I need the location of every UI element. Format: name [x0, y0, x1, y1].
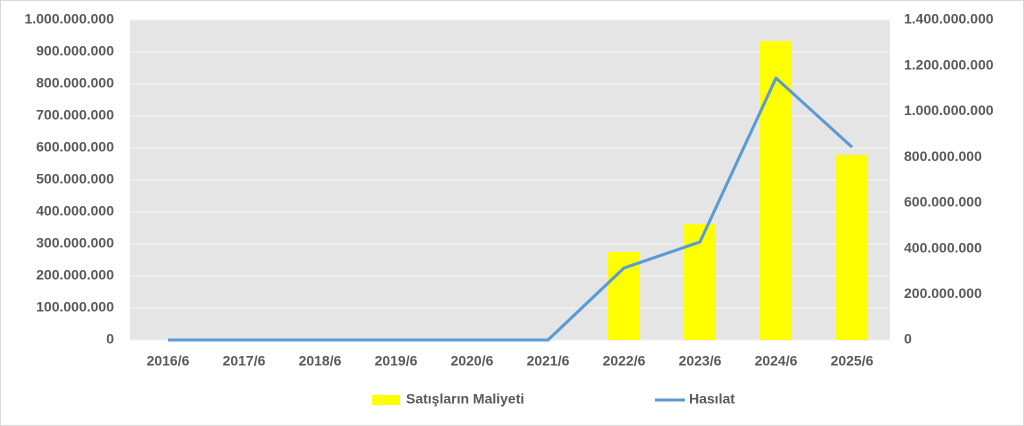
x-tick-label: 2018/6 — [299, 353, 342, 369]
y-tick-label: 0 — [106, 331, 114, 347]
y-tick-label: 400.000.000 — [36, 203, 114, 219]
x-tick-label: 2019/6 — [375, 353, 418, 369]
x-tick-label: 2020/6 — [451, 353, 494, 369]
x-tick-label: 2023/6 — [679, 353, 722, 369]
y2-tick-label: 1.200.000.000 — [904, 56, 994, 72]
legend-swatch — [372, 395, 400, 405]
y2-tick-label: 600.000.000 — [904, 194, 982, 210]
legend-label: Satışların Maliyeti — [406, 391, 524, 407]
x-tick-label: 2017/6 — [223, 353, 266, 369]
bar — [836, 155, 868, 340]
x-tick-label: 2016/6 — [147, 353, 190, 369]
y-tick-label: 500.000.000 — [36, 171, 114, 187]
y-tick-label: 200.000.000 — [36, 267, 114, 283]
y2-tick-label: 1.400.000.000 — [904, 11, 994, 27]
y2-tick-label: 400.000.000 — [904, 239, 982, 255]
y-tick-label: 100.000.000 — [36, 299, 114, 315]
y-tick-label: 900.000.000 — [36, 43, 114, 59]
y2-tick-label: 200.000.000 — [904, 285, 982, 301]
y2-tick-label: 1.000.000.000 — [904, 102, 994, 118]
y-tick-label: 600.000.000 — [36, 139, 114, 155]
x-tick-label: 2022/6 — [603, 353, 646, 369]
line — [168, 76, 854, 342]
y2-tick-label: 800.000.000 — [904, 148, 982, 164]
x-tick-label: 2024/6 — [755, 353, 798, 369]
x-tick-label: 2021/6 — [527, 353, 570, 369]
y-tick-label: 800.000.000 — [36, 75, 114, 91]
x-tick-label: 2025/6 — [831, 353, 874, 369]
y2-tick-label: 0 — [904, 331, 912, 347]
y-tick-label: 700.000.000 — [36, 107, 114, 123]
y-tick-label: 1.000.000.000 — [24, 11, 114, 27]
legend-label: Hasılat — [689, 391, 735, 407]
y-tick-label: 300.000.000 — [36, 235, 114, 251]
bar — [760, 41, 792, 341]
